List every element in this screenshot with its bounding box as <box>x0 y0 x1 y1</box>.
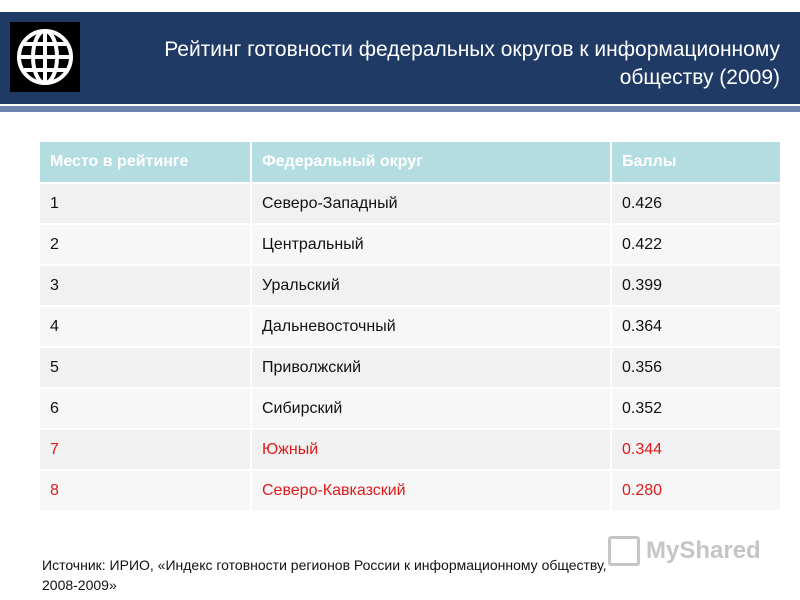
district-cell: Северо-Западный <box>252 184 612 223</box>
table-row: 3 Уральский 0.399 <box>40 266 780 305</box>
ranking-table: Место в рейтинге Федеральный округ Баллы… <box>40 140 780 512</box>
score-cell: 0.356 <box>612 348 780 387</box>
score-cell: 0.344 <box>612 430 780 469</box>
table-row: 2 Центральный 0.422 <box>40 225 780 264</box>
rank-cell: 4 <box>40 307 252 346</box>
presentation-icon <box>608 536 640 566</box>
district-cell: Дальневосточный <box>252 307 612 346</box>
table-row: 1 Северо-Западный 0.426 <box>40 184 780 223</box>
watermark: MyShared <box>608 536 761 566</box>
district-cell: Сибирский <box>252 389 612 428</box>
table-header-row: Место в рейтинге Федеральный округ Баллы <box>40 142 780 182</box>
rank-cell: 2 <box>40 225 252 264</box>
source-line-1: Источник: ИРИО, «Индекс готовности регио… <box>42 557 607 573</box>
rank-cell: 5 <box>40 348 252 387</box>
slide-header <box>0 12 800 104</box>
column-header-score: Баллы <box>612 142 780 182</box>
table-row: 8 Северо-Кавказский 0.280 <box>40 471 780 510</box>
rank-cell: 3 <box>40 266 252 305</box>
table-row: 5 Приволжский 0.356 <box>40 348 780 387</box>
header-rule <box>0 106 800 112</box>
watermark-text: MyShared <box>646 537 761 564</box>
score-cell: 0.280 <box>612 471 780 510</box>
district-cell: Приволжский <box>252 348 612 387</box>
score-cell: 0.399 <box>612 266 780 305</box>
column-header-district: Федеральный округ <box>252 142 612 182</box>
rank-cell: 6 <box>40 389 252 428</box>
score-cell: 0.352 <box>612 389 780 428</box>
table-row: 6 Сибирский 0.352 <box>40 389 780 428</box>
rank-cell: 8 <box>40 471 252 510</box>
title-line-1: Рейтинг готовности федеральных округов к… <box>164 38 780 61</box>
rank-cell: 7 <box>40 430 252 469</box>
globe-icon <box>10 22 80 92</box>
source-note: Источник: ИРИО, «Индекс готовности регио… <box>42 555 782 595</box>
district-cell: Южный <box>252 430 612 469</box>
slide-title: Рейтинг готовности федеральных округов к… <box>100 36 780 92</box>
column-header-rank: Место в рейтинге <box>40 142 252 182</box>
score-cell: 0.422 <box>612 225 780 264</box>
district-cell: Центральный <box>252 225 612 264</box>
district-cell: Северо-Кавказский <box>252 471 612 510</box>
district-cell: Уральский <box>252 266 612 305</box>
score-cell: 0.426 <box>612 184 780 223</box>
score-cell: 0.364 <box>612 307 780 346</box>
source-line-2: 2008-2009» <box>42 577 117 593</box>
table-row: 4 Дальневосточный 0.364 <box>40 307 780 346</box>
title-line-2: обществу (2009) <box>619 66 780 89</box>
rank-cell: 1 <box>40 184 252 223</box>
table-row: 7 Южный 0.344 <box>40 430 780 469</box>
